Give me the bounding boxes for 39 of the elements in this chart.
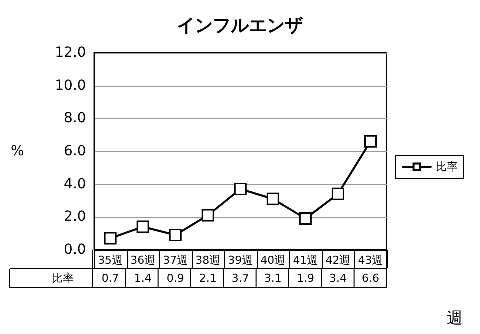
x-tick-label: 42週	[326, 254, 351, 267]
text: 比率	[52, 272, 74, 285]
x-tick-label: 37週	[163, 254, 188, 267]
data-label: 0.7	[102, 272, 120, 285]
y-tick-label: 8.0	[64, 110, 86, 127]
x-tick-label: 38週	[196, 254, 221, 267]
x-axis-title: 週	[447, 308, 463, 328]
y-tick-label: 6.0	[64, 144, 86, 160]
point	[299, 212, 312, 226]
point	[234, 183, 247, 196]
point	[104, 232, 117, 245]
x-tick-label: 43週	[358, 254, 384, 267]
point	[364, 135, 377, 148]
y-tick-label: 2.0	[64, 209, 86, 226]
data-label: 3.1	[264, 272, 282, 285]
y-tick-label: 12.0	[55, 45, 86, 61]
y-tick-label: 0.0	[64, 242, 86, 258]
y-tick-label: 10.0	[55, 78, 86, 94]
data-label: 3.7	[232, 272, 250, 285]
point	[202, 209, 214, 222]
point	[332, 188, 344, 200]
y-axis-title: %	[10, 144, 24, 160]
x-tick-label: 36週	[130, 254, 156, 267]
data-label: 3.4	[329, 272, 347, 285]
y-tick-label: 4.0	[64, 176, 86, 192]
legend-label: 比率	[436, 160, 458, 174]
chart-title: インフルエンザ	[177, 16, 304, 36]
data-label: 2.1	[199, 272, 217, 285]
data-label: 6.6	[362, 272, 380, 285]
point	[266, 192, 280, 206]
data-label: 1.4	[134, 272, 152, 285]
x-tick-label: 40週	[260, 254, 286, 267]
data-label: 1.9	[296, 272, 314, 285]
point	[169, 228, 182, 242]
x-tick-label: 35週	[98, 254, 124, 267]
x-tick-label: 39週	[228, 254, 254, 267]
data-label: 0.9	[166, 272, 184, 285]
x-tick-label: 41週	[293, 254, 318, 267]
point	[136, 220, 150, 234]
